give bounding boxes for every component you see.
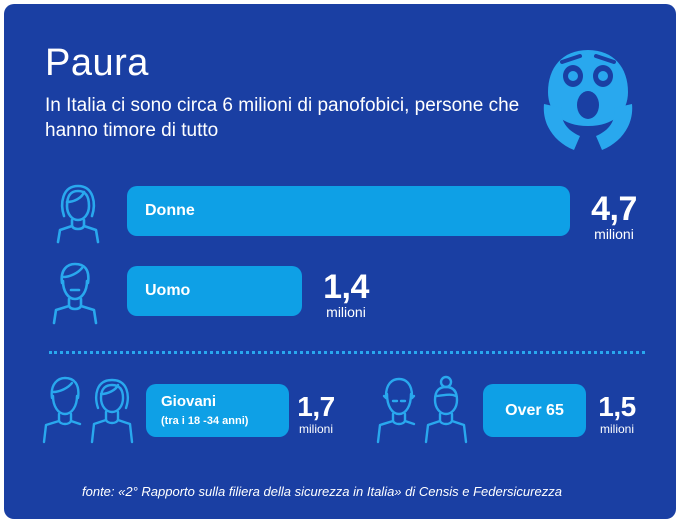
unit-label-giovani: milioni — [298, 422, 333, 436]
unit-label-uomo: milioni — [326, 304, 366, 320]
young-people-icon — [40, 374, 138, 444]
bar-donne: Donne — [127, 186, 570, 236]
value-over-65: 1,5 milioni — [592, 391, 642, 437]
bar-uomo: Uomo — [127, 266, 302, 316]
bar-label-uomo: Uomo — [145, 282, 191, 299]
pill-over-65: Over 65 — [483, 384, 586, 437]
value-uomo: 1,4 milioni — [316, 270, 376, 320]
elderly-people-icon — [374, 374, 472, 444]
value-donne: 4,7 milioni — [584, 192, 644, 242]
woman-icon — [52, 180, 104, 244]
unit-label-donne: milioni — [594, 226, 634, 242]
label-over-65: Over 65 — [505, 401, 564, 419]
page-subtitle: In Italia ci sono circa 6 milioni di pan… — [45, 95, 520, 141]
source-note: fonte: «2° Rapporto sulla filiera della … — [82, 484, 562, 499]
infographic-card: Paura In Italia ci sono circa 6 milioni … — [4, 4, 676, 519]
value-giovani: 1,7 milioni — [291, 391, 341, 437]
value-label-over-65: 1,5 — [598, 391, 636, 422]
page-title: Paura — [45, 42, 149, 84]
sublabel-giovani: (tra i 18 -34 anni) — [161, 415, 249, 427]
bar-label-donne: Donne — [145, 202, 195, 219]
unit-label-over-65: milioni — [599, 422, 634, 436]
pill-giovani: Giovani (tra i 18 -34 anni) — [146, 384, 289, 437]
label-giovani: Giovani — [161, 393, 217, 410]
man-icon — [48, 259, 100, 325]
dotted-divider — [49, 351, 645, 354]
value-label-donne: 4,7 — [591, 190, 637, 228]
value-label-uomo: 1,4 — [323, 268, 369, 306]
fearful-face-icon — [543, 50, 633, 150]
value-label-giovani: 1,7 — [297, 391, 335, 422]
